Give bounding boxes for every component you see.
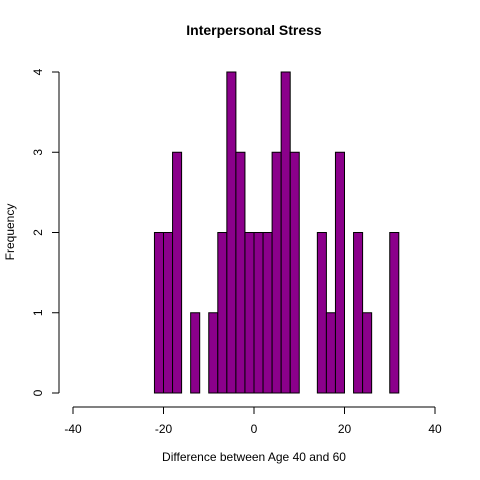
histogram-bar-2: [173, 152, 182, 393]
x-axis: -40 -20 0 20 40: [64, 407, 442, 436]
histogram-bar-5: [218, 233, 227, 394]
x-tick-label-0: -40: [64, 422, 82, 436]
y-tick-label-0: 0: [31, 389, 45, 396]
histogram-bar-11: [272, 152, 281, 393]
x-tick-label-4: 40: [428, 422, 442, 436]
x-tick-label-3: 20: [338, 422, 352, 436]
histogram-bar-12: [281, 72, 290, 393]
histogram-bar-3: [191, 313, 200, 393]
histogram-bar-6: [227, 72, 236, 393]
histogram-bar-14: [317, 233, 326, 394]
histogram-bar-15: [326, 313, 335, 393]
histogram-bar-10: [263, 233, 272, 394]
histogram-bar-16: [335, 152, 344, 393]
y-tick-label-3: 3: [31, 149, 45, 156]
y-axis: 0 1 2 3 4: [31, 68, 59, 396]
y-axis-label: Frequency: [3, 204, 17, 261]
histogram-bar-13: [290, 152, 299, 393]
bars-group: [154, 72, 398, 393]
x-axis-label: Difference between Age 40 and 60: [162, 450, 346, 464]
y-tick-label-2: 2: [31, 229, 45, 236]
histogram-bar-19: [390, 233, 399, 394]
y-tick-label-4: 4: [31, 68, 45, 75]
histogram-bar-18: [363, 313, 372, 393]
x-tick-label-1: -20: [155, 422, 173, 436]
histogram-bar-17: [354, 233, 363, 394]
y-tick-label-1: 1: [31, 309, 45, 316]
histogram-bar-7: [236, 152, 245, 393]
histogram-bar-4: [209, 313, 218, 393]
chart-title: Interpersonal Stress: [186, 22, 322, 38]
histogram-bar-1: [164, 233, 173, 394]
histogram-bar-0: [154, 233, 163, 394]
histogram-bar-8: [245, 233, 254, 394]
histogram-bar-9: [254, 233, 263, 394]
x-tick-label-2: 0: [251, 422, 258, 436]
